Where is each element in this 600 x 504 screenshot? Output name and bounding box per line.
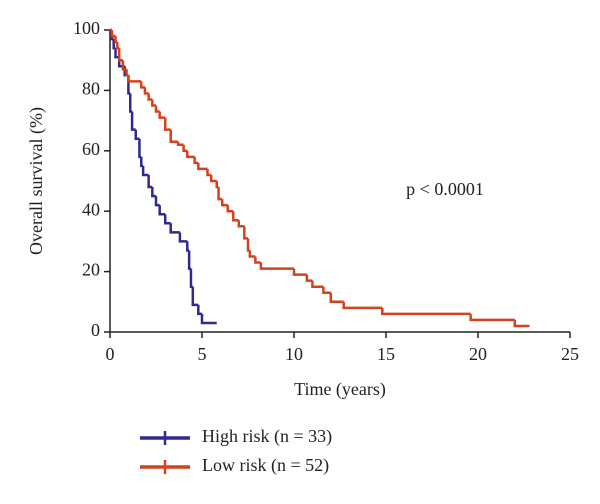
survival-step — [189, 268, 193, 288]
survival-step — [147, 174, 153, 189]
y-tick-label: 60 — [82, 139, 100, 159]
survival-step — [154, 196, 160, 207]
legend-label: High risk (n = 33) — [202, 426, 332, 447]
survival-step — [138, 138, 142, 159]
survival-step — [232, 211, 239, 222]
survival-step — [154, 105, 160, 113]
legend-label: Low risk (n = 52) — [202, 455, 329, 476]
survival-step — [197, 162, 208, 171]
y-tick-label: 100 — [73, 18, 100, 38]
survival-step — [329, 292, 344, 304]
survival-step — [163, 117, 171, 131]
survival-step — [140, 156, 144, 168]
survival-step — [215, 181, 219, 189]
y-tick-label: 40 — [82, 199, 100, 219]
survival-step — [311, 280, 324, 288]
survival-step — [163, 214, 171, 225]
survival-step — [292, 268, 307, 276]
survival-step — [191, 286, 199, 307]
survival-step — [217, 187, 223, 201]
x-tick-label: 5 — [198, 344, 207, 364]
survival-step — [342, 301, 383, 310]
survival-step — [114, 36, 118, 44]
survival-step — [134, 129, 140, 140]
survival-step — [226, 205, 234, 213]
survival-step — [140, 81, 145, 89]
survival-step — [200, 313, 217, 325]
survival-step — [259, 262, 294, 270]
survival-step — [246, 238, 250, 252]
survival-step — [187, 250, 191, 270]
survival-step — [197, 304, 202, 316]
survival-step — [151, 99, 156, 107]
survival-step — [469, 313, 515, 322]
survival-step — [117, 48, 123, 62]
survival-step — [158, 205, 166, 216]
survival-step — [193, 156, 199, 165]
survival-step — [176, 141, 184, 147]
y-tick-label: 0 — [91, 320, 100, 340]
survival-step — [513, 319, 530, 328]
survival-step — [182, 144, 188, 153]
x-tick-label: 10 — [285, 344, 303, 364]
survival-step — [322, 286, 331, 294]
survival-step — [243, 226, 248, 240]
x-tick-label: 20 — [469, 344, 487, 364]
survival-step — [237, 220, 245, 228]
survival-step — [220, 199, 228, 207]
survival-step — [178, 232, 188, 243]
y-tick-label: 80 — [82, 79, 100, 99]
survival-step — [110, 30, 116, 38]
survival-step — [169, 129, 179, 143]
survival-step — [127, 75, 142, 83]
survival-step — [125, 69, 129, 77]
survival-step — [141, 165, 149, 177]
survival-step — [116, 42, 120, 50]
y-axis-label: Overall survival (%) — [26, 107, 47, 255]
x-tick-label: 25 — [561, 344, 579, 364]
x-axis-label: Time (years) — [294, 379, 386, 400]
survival-step — [158, 111, 166, 119]
survival-step — [186, 150, 195, 159]
survival-step — [128, 93, 133, 113]
survival-step — [147, 93, 153, 101]
survival-step — [254, 256, 261, 264]
y-tick-label: 20 — [82, 260, 100, 280]
survival-step — [305, 274, 313, 282]
survival-step — [151, 187, 156, 198]
annotation: p < 0.0001 — [406, 179, 484, 199]
survival-step — [206, 168, 212, 177]
survival-step — [143, 87, 149, 95]
survival-step — [381, 307, 471, 316]
survival-step — [169, 223, 180, 234]
x-tick-label: 0 — [106, 344, 115, 364]
survival-step — [186, 241, 190, 252]
survival-step — [209, 174, 217, 183]
survival-step — [248, 250, 256, 258]
x-tick-label: 15 — [377, 344, 395, 364]
survival-step — [130, 111, 136, 131]
